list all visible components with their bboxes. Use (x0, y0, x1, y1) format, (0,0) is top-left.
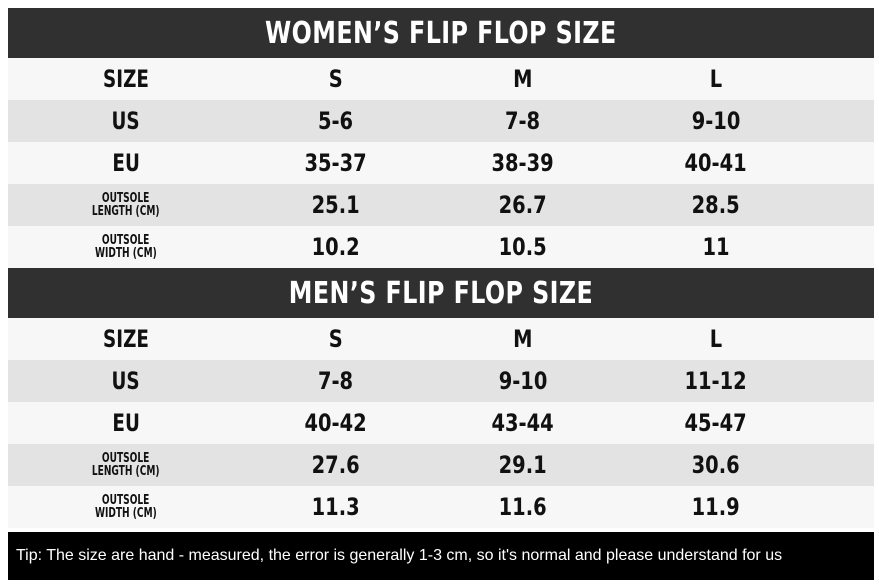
table-row-size: SIZE S M L (8, 58, 874, 100)
table-cell: 11 (702, 233, 730, 261)
table-cell: M (513, 65, 533, 93)
row-label: OUTSOLE WIDTH (CM) (95, 233, 157, 261)
table-cell: 30.6 (692, 451, 740, 479)
table-cell: 5-6 (318, 107, 354, 135)
table-cell: 9-10 (691, 107, 741, 135)
table-cell: 27.6 (312, 451, 360, 479)
table-cell: 25.1 (312, 191, 360, 219)
women-section-title: WOMEN’S FLIP FLOP SIZE (8, 8, 874, 58)
row-label: SIZE (103, 65, 149, 93)
table-cell: 38-39 (491, 149, 555, 177)
men-title-text: MEN’S FLIP FLOP SIZE (288, 275, 594, 311)
row-label: OUTSOLE LENGTH (CM) (92, 451, 160, 479)
tip-text: Tip: The size are hand - measured, the e… (16, 547, 783, 564)
row-label: EU (112, 149, 140, 177)
row-label: US (111, 107, 141, 135)
table-cell: 10.2 (312, 233, 360, 261)
table-cell: 26.7 (499, 191, 547, 219)
table-row-us: US 7-8 9-10 11-12 (8, 360, 874, 402)
table-row-outsole-width: OUTSOLE WIDTH (CM) 10.2 10.5 11 (8, 226, 874, 268)
table-cell: L (709, 65, 723, 93)
women-size-table: SIZE S M L US 5-6 7-8 9-10 EU 35-37 38-3… (8, 58, 874, 268)
table-cell: 35-37 (304, 149, 368, 177)
row-label: OUTSOLE WIDTH (CM) (95, 493, 157, 521)
table-row-outsole-width: OUTSOLE WIDTH (CM) 11.3 11.6 11.9 (8, 486, 874, 528)
tip-banner: Tip: The size are hand - measured, the e… (8, 532, 874, 580)
table-row-eu: EU 40-42 43-44 45-47 (8, 402, 874, 444)
table-cell: 40-41 (684, 149, 748, 177)
table-cell: 9-10 (498, 367, 548, 395)
table-cell: 43-44 (491, 409, 555, 437)
table-cell: 10.5 (499, 233, 547, 261)
size-chart: WOMEN’S FLIP FLOP SIZE SIZE S M L US 5-6… (8, 8, 874, 528)
table-cell: 40-42 (304, 409, 368, 437)
row-label: EU (112, 409, 140, 437)
table-cell: L (709, 325, 723, 353)
table-row-outsole-length: OUTSOLE LENGTH (CM) 25.1 26.7 28.5 (8, 184, 874, 226)
men-size-table: SIZE S M L US 7-8 9-10 11-12 EU 40-42 43… (8, 318, 874, 528)
row-label: SIZE (103, 325, 149, 353)
table-cell: 45-47 (684, 409, 748, 437)
table-cell: S (328, 65, 344, 93)
table-cell: 7-8 (505, 107, 541, 135)
table-row-eu: EU 35-37 38-39 40-41 (8, 142, 874, 184)
table-row-outsole-length: OUTSOLE LENGTH (CM) 27.6 29.1 30.6 (8, 444, 874, 486)
table-row-size: SIZE S M L (8, 318, 874, 360)
table-cell: 28.5 (692, 191, 740, 219)
table-cell: 11.3 (312, 493, 360, 521)
table-cell: 7-8 (318, 367, 354, 395)
row-label: US (111, 367, 141, 395)
row-label: OUTSOLE LENGTH (CM) (92, 191, 160, 219)
table-cell: 29.1 (499, 451, 547, 479)
table-cell: M (513, 325, 533, 353)
women-title-text: WOMEN’S FLIP FLOP SIZE (265, 15, 617, 51)
table-cell: 11.9 (692, 493, 740, 521)
table-row-us: US 5-6 7-8 9-10 (8, 100, 874, 142)
table-cell: 11-12 (684, 367, 748, 395)
men-section-title: MEN’S FLIP FLOP SIZE (8, 268, 874, 318)
table-cell: 11.6 (499, 493, 547, 521)
table-cell: S (328, 325, 344, 353)
